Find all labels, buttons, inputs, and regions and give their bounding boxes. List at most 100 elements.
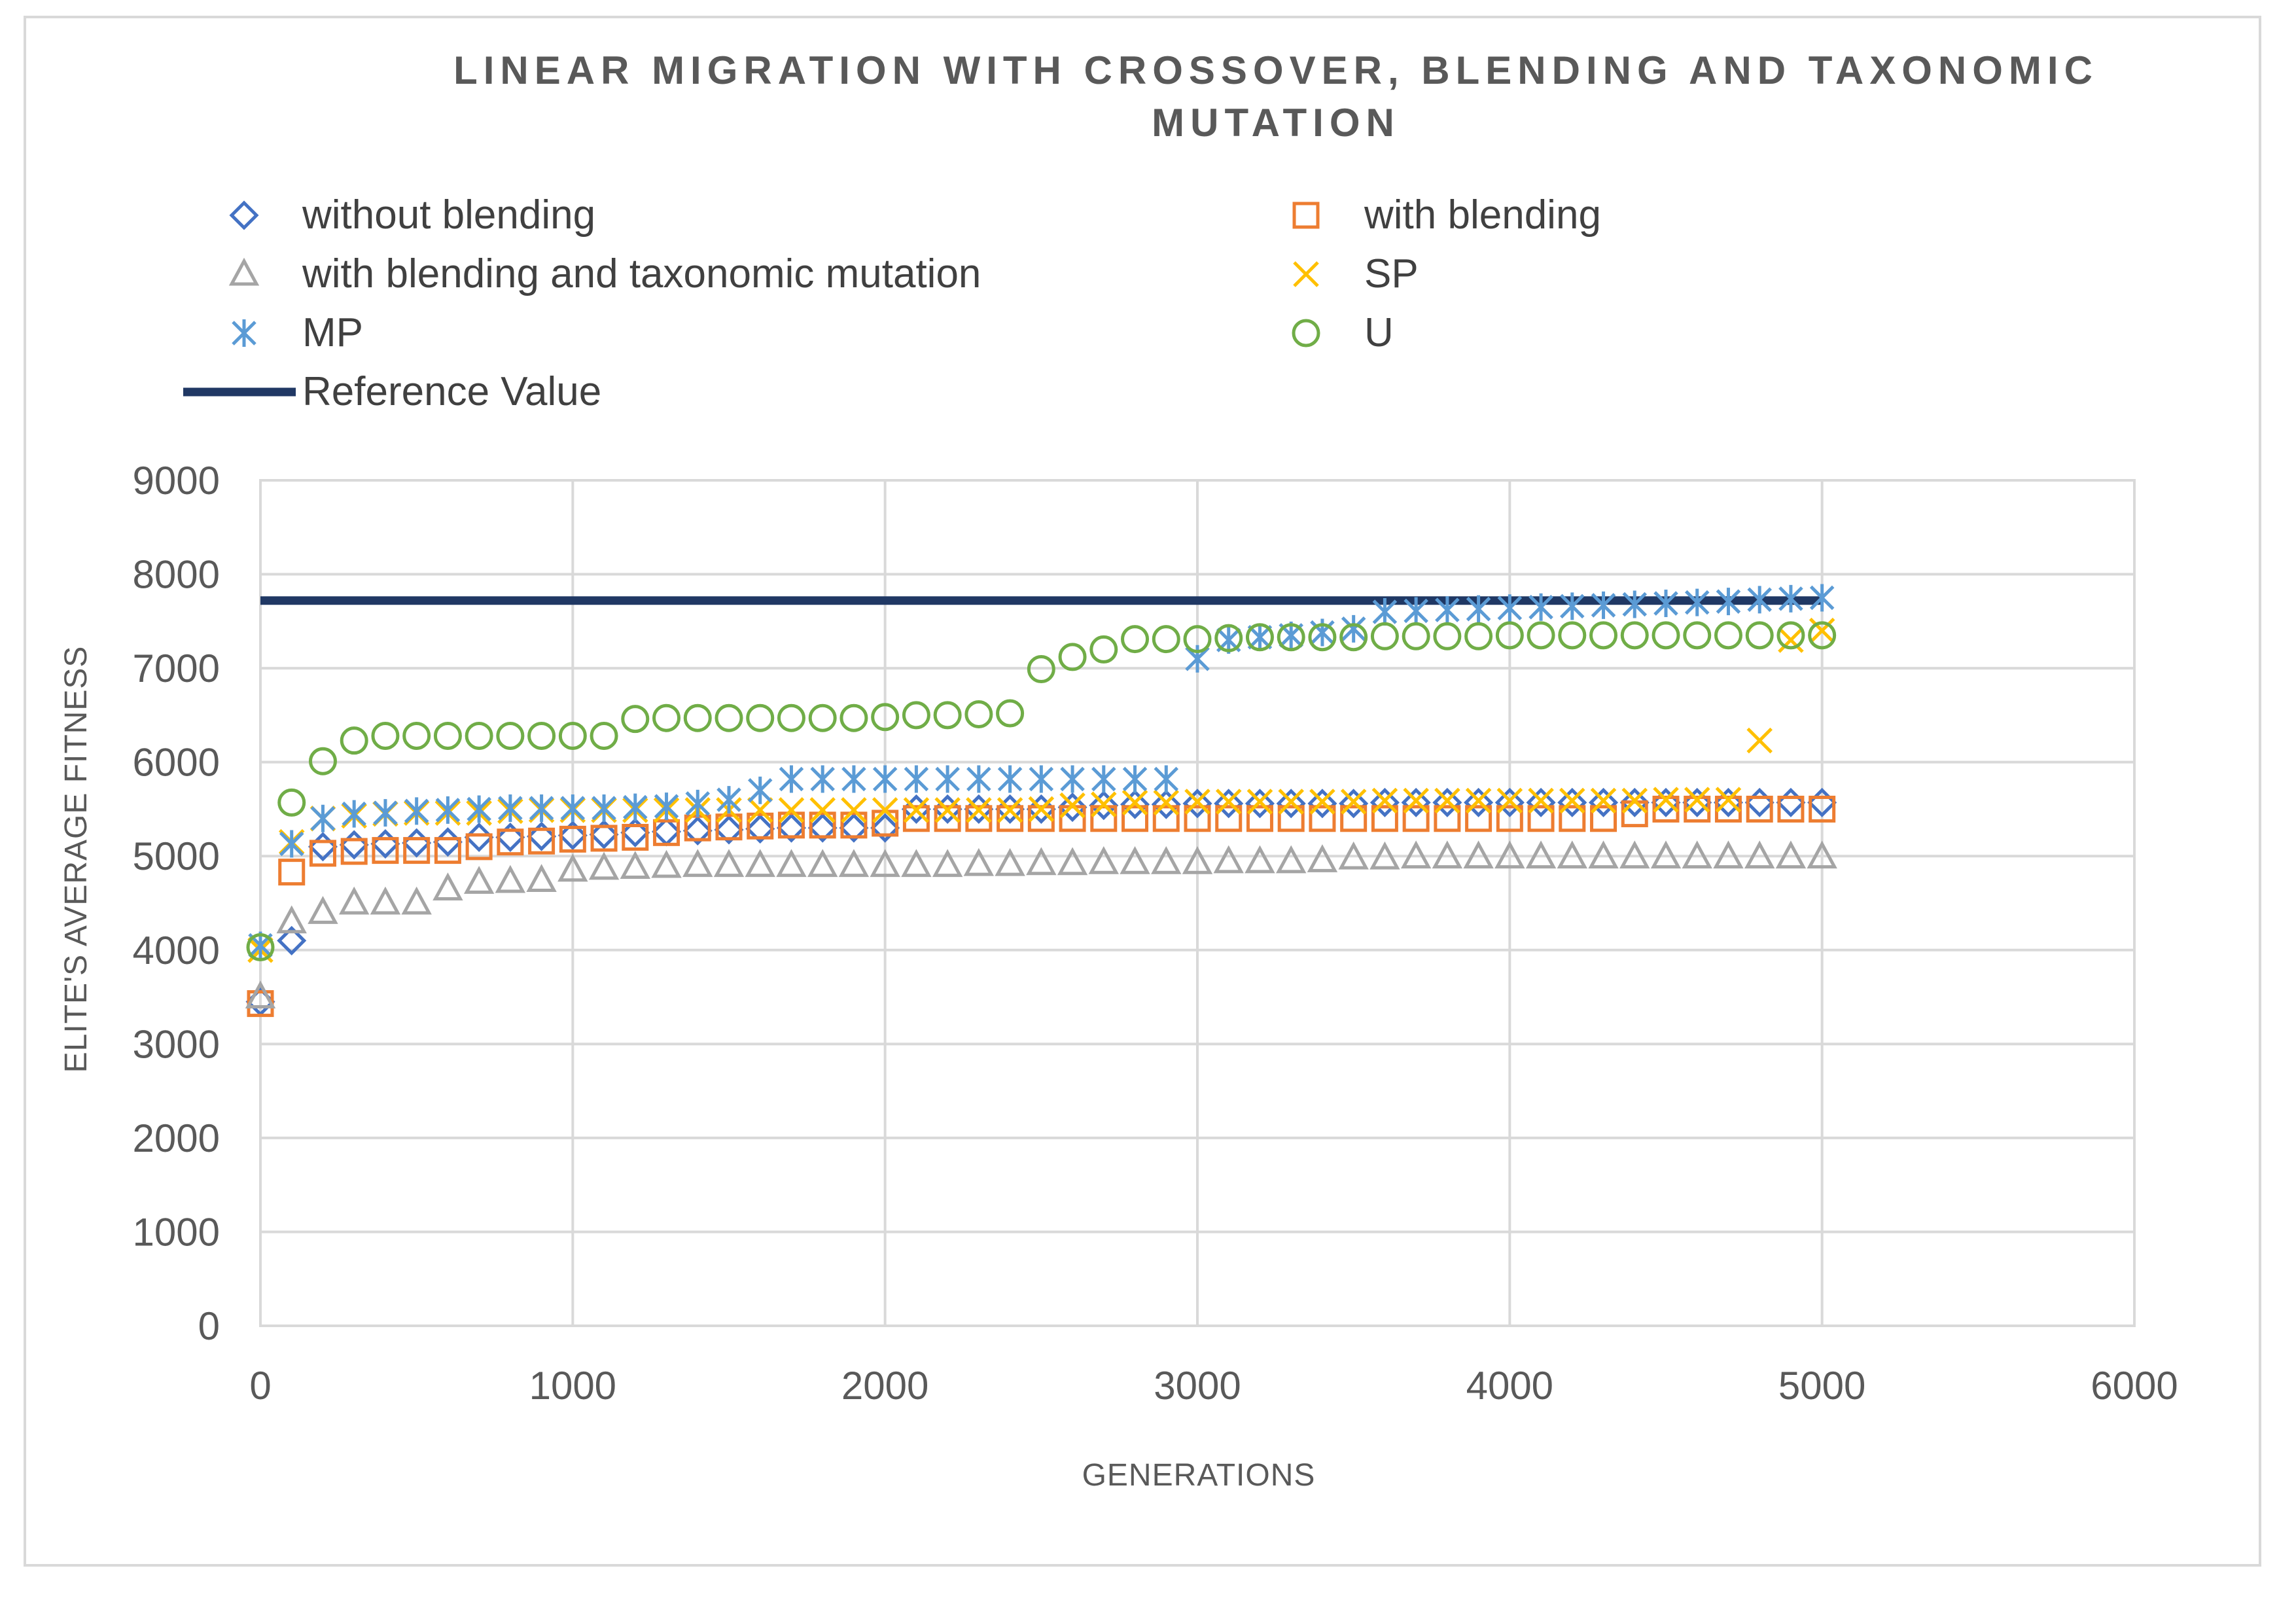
with-blending-and-taxonomic-mutation-point: [245, 980, 276, 1009]
with-blending-and-taxonomic-mutation-point: [838, 849, 870, 878]
sp-point: [1028, 796, 1055, 823]
u-point: [808, 703, 837, 732]
sp-point: [1122, 789, 1148, 816]
legend-entry-with-blending-and-taxonomic-mutation: with blending and taxonomic mutation: [228, 251, 981, 296]
legend-entry-without-blending: without blending: [229, 192, 595, 238]
without-blending-point: [557, 821, 588, 851]
with-blending-and-taxonomic-mutation-point: [745, 849, 775, 878]
with-blending-and-taxonomic-mutation-point: [308, 896, 338, 924]
without-blending-point: [1619, 787, 1650, 817]
u-point: [1339, 623, 1368, 652]
legend-swatch: [229, 200, 259, 230]
with-blending-and-taxonomic-mutation-point: [495, 864, 526, 893]
u-point: [1277, 623, 1305, 652]
with-blending-and-taxonomic-mutation-point: [963, 847, 995, 876]
series-with-blending-and-taxonomic-mutation: [245, 840, 1837, 1009]
u-point: [246, 933, 275, 961]
y-tick-label: 8000: [133, 553, 220, 597]
with-blending-point: [434, 837, 461, 864]
sp-point: [872, 797, 898, 823]
with-blending-point: [997, 805, 1024, 832]
with-blending-point: [1340, 805, 1368, 832]
without-blending-point: [1057, 792, 1087, 823]
mp-point: [685, 789, 711, 817]
with-blending-point: [1277, 805, 1305, 832]
sp-point: [1746, 727, 1773, 754]
mp-point: [1560, 592, 1585, 620]
with-blending-and-taxonomic-mutation-point: [870, 849, 900, 878]
with-blending-and-taxonomic-mutation-point: [1338, 841, 1369, 870]
with-blending-point: [309, 840, 336, 867]
without-blending-point: [932, 794, 963, 824]
chart-area: LINEAR MIGRATION WITH CROSSOVER, BLENDIN…: [24, 16, 2261, 1567]
with-blending-point: [747, 812, 774, 840]
with-blending-and-taxonomic-mutation-point: [1432, 840, 1463, 869]
with-blending-and-taxonomic-mutation-point: [276, 905, 307, 934]
mp-point: [1716, 588, 1741, 616]
sp-point: [1528, 787, 1554, 814]
u-point: [1620, 621, 1649, 650]
mp-point: [904, 765, 929, 793]
mp-point: [997, 765, 1023, 793]
sp-point: [1091, 791, 1117, 818]
sp-point: [1184, 789, 1210, 815]
legend-entry-u: U: [1292, 310, 1394, 355]
with-blending-and-taxonomic-mutation-point: [526, 864, 557, 893]
mp-point: [1060, 765, 1085, 793]
with-blending-point: [1746, 795, 1773, 823]
mp-point: [404, 797, 429, 825]
with-blending-and-taxonomic-mutation-point: [588, 851, 620, 880]
x-tick-label: 6000: [2091, 1364, 2178, 1408]
mp-point: [1622, 590, 1648, 618]
with-blending-and-taxonomic-mutation-point: [370, 886, 401, 915]
sp-point: [1809, 617, 1835, 644]
u-point: [277, 788, 306, 817]
u-point: [1027, 655, 1055, 684]
sp-point: [997, 797, 1023, 823]
sp-point: [809, 797, 836, 823]
sp-point: [1340, 789, 1367, 815]
u-point: [683, 703, 712, 732]
with-blending-point: [1402, 805, 1430, 832]
without-blending-point: [714, 815, 744, 845]
u-point: [1776, 621, 1805, 650]
sp-point: [1778, 627, 1804, 653]
with-blending-and-taxonomic-mutation-point: [1120, 846, 1150, 874]
with-blending-and-taxonomic-mutation-point: [1213, 845, 1244, 874]
sp-point: [1684, 787, 1710, 813]
u-point: [1433, 622, 1462, 650]
y-tick-label: 6000: [133, 741, 220, 785]
u-point: [1089, 635, 1118, 664]
with-blending-point: [340, 838, 368, 865]
with-blending-and-taxonomic-mutation-point: [1775, 840, 1807, 869]
with-blending-point: [715, 813, 743, 841]
with-blending-point: [1527, 805, 1555, 832]
legend-label: Reference Value: [302, 369, 601, 414]
with-blending-point: [1652, 795, 1680, 823]
with-blending-point: [403, 837, 431, 864]
mp-point: [1310, 618, 1335, 647]
with-blending-and-taxonomic-mutation-point: [651, 849, 682, 878]
without-blending-point: [1276, 789, 1306, 819]
mp-point: [1653, 590, 1678, 618]
mp-point: [779, 765, 804, 793]
without-blending-point: [1182, 789, 1212, 819]
with-blending-point: [1184, 805, 1211, 832]
without-blending-point: [839, 813, 869, 843]
legend-swatch: [1292, 202, 1320, 229]
with-blending-and-taxonomic-mutation-point: [1088, 846, 1120, 874]
without-blending-point: [1151, 789, 1181, 819]
y-tick-label: 2000: [133, 1116, 220, 1160]
chart-title-line-1: LINEAR MIGRATION WITH CROSSOVER, BLENDIN…: [453, 48, 2098, 92]
u-point: [1308, 623, 1337, 652]
with-blending-and-taxonomic-mutation-point: [463, 866, 495, 894]
u-point: [527, 721, 556, 750]
without-blending-point: [1713, 787, 1744, 817]
legend-entry-with-blending: with blending: [1292, 192, 1601, 238]
without-blending-point: [901, 794, 931, 824]
without-blending-point: [527, 821, 557, 851]
with-blending-point: [1809, 795, 1836, 823]
mp-point: [1466, 595, 1491, 623]
legend-label: with blending and taxonomic mutation: [302, 251, 981, 296]
with-blending-and-taxonomic-mutation-point: [1369, 841, 1400, 870]
